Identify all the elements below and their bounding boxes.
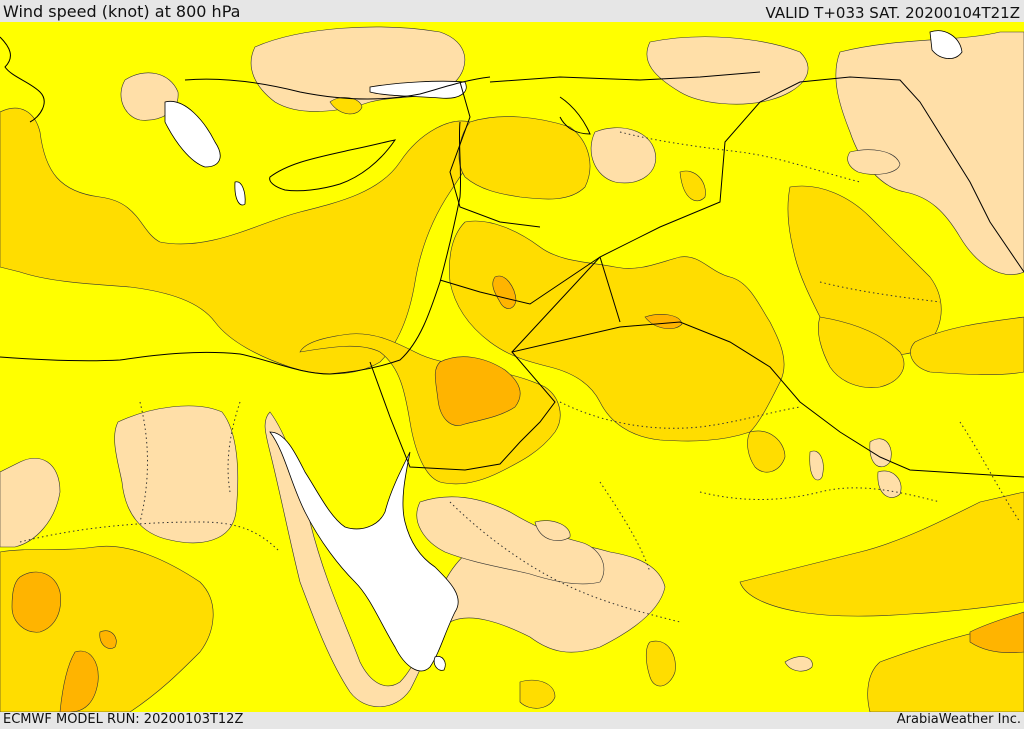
coastlines <box>0 36 591 375</box>
map-title: Wind speed (knot) at 800 hPa <box>3 2 241 21</box>
province-borders <box>19 131 1021 623</box>
map-canvas <box>0 22 1024 712</box>
header-bar: Wind speed (knot) at 800 hPa VALID T+033… <box>0 0 1024 22</box>
medium-wind-regions <box>0 97 1024 712</box>
credit-label: ArabiaWeather Inc. <box>896 712 1021 727</box>
footer-bar: ECMWF MODEL RUN: 20200103T12Z ArabiaWeat… <box>0 712 1024 729</box>
model-run-label: ECMWF MODEL RUN: 20200103T12Z <box>3 712 244 727</box>
water-bodies <box>164 30 963 672</box>
high-wind-regions <box>11 275 1024 712</box>
valid-time: VALID T+033 SAT. 20200104T21Z <box>765 4 1020 22</box>
wind-speed-map[interactable] <box>0 22 1024 712</box>
country-borders <box>369 71 1024 478</box>
